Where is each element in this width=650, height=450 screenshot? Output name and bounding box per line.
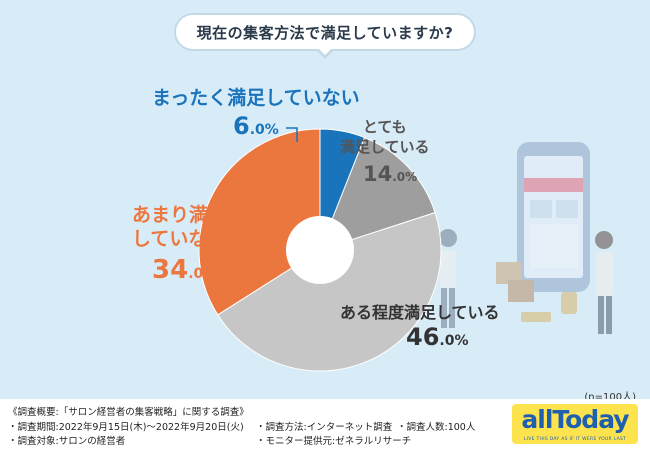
logo-wordmark: allToday — [521, 405, 629, 434]
logo-tagline: LIVE THIS DAY AS IF IT WERE YOUR LAST — [523, 437, 627, 442]
slice-label-text: 満足している — [340, 137, 430, 156]
slice-label-very-unsatisfied: まったく満足していない — [152, 87, 360, 111]
person-leg — [598, 296, 604, 334]
slice-value-very-satisfied: 14.0% — [363, 162, 417, 186]
person-head — [595, 231, 613, 249]
person-body — [596, 252, 613, 296]
slice-value-very-unsatisfied: 6.0% — [233, 112, 279, 140]
slice-label-not-very-satisfied: あまり満足 していない — [132, 204, 227, 252]
pie-chart — [198, 128, 442, 372]
parcel-box — [508, 280, 534, 302]
slice-label-very-satisfied: とても 満足している — [340, 118, 430, 157]
person-leg — [606, 296, 612, 334]
awning — [524, 178, 583, 192]
survey-provider: ・モニター提供元:ゼネラルリサーチ — [256, 436, 412, 447]
donut-hole — [286, 216, 354, 284]
sample-size-note: (n=100人) — [584, 392, 636, 403]
alltoday-logo: allToday LIVE THIS DAY AS IF IT WERE YOU… — [512, 404, 638, 444]
survey-heading: 《調査概要:「サロン経営者の集客戦略」に関する調査》 — [8, 407, 249, 418]
survey-period: ・調査期間:2022年9月15日(木)〜2022年9月20日(火) — [8, 422, 244, 433]
slice-value-decimal: .0% — [439, 333, 469, 349]
survey-method: ・調査方法:インターネット調査 — [256, 422, 393, 433]
slice-value-integer: 34 — [152, 255, 189, 285]
slice-label-text: とても — [362, 118, 407, 136]
slice-value-not-very-satisfied: 34.0% — [152, 255, 217, 285]
question-pill: 現在の集客方法で満足していますか? — [174, 13, 476, 51]
slice-value-integer: 46 — [406, 323, 440, 351]
survey-target: ・調査対象:サロンの経営者 — [8, 436, 126, 447]
coin-stack — [561, 292, 577, 314]
person-body — [440, 250, 456, 288]
slice-label-text: あまり満足 — [132, 204, 228, 226]
slice-value-somewhat-satisfied: 46.0% — [406, 323, 469, 351]
parcel-box — [496, 262, 522, 284]
slice-value-integer: 14 — [363, 162, 393, 186]
slice-label-text: していない — [132, 227, 227, 250]
chart-title: 現在の集客方法で満足していますか? — [196, 23, 454, 42]
pie-slice-not-very-satisfied — [198, 128, 321, 316]
shop-door — [530, 224, 578, 268]
survey-count: ・調査人数:100人 — [397, 422, 476, 433]
slice-value-decimal: .0% — [392, 170, 418, 184]
person-head — [439, 229, 457, 247]
shop-window — [530, 200, 552, 218]
pie-slice-somewhat-satisfied — [217, 211, 442, 372]
person-leg — [449, 288, 455, 328]
person-leg — [441, 288, 447, 328]
slice-label-text: まったく満足していない — [152, 87, 360, 109]
slice-label-somewhat-satisfied: ある程度満足している — [340, 299, 500, 323]
label-leader-line — [286, 127, 298, 142]
slice-value-integer: 6 — [233, 112, 250, 140]
coin-stack — [521, 312, 551, 322]
shop-window — [556, 200, 578, 218]
smartphone-shop-illustration — [439, 142, 613, 334]
slice-value-decimal: .0% — [188, 266, 218, 282]
slice-label-text: ある程度満足している — [340, 303, 500, 322]
pill-tail-inner — [318, 48, 332, 55]
slice-value-decimal: .0% — [249, 122, 279, 138]
